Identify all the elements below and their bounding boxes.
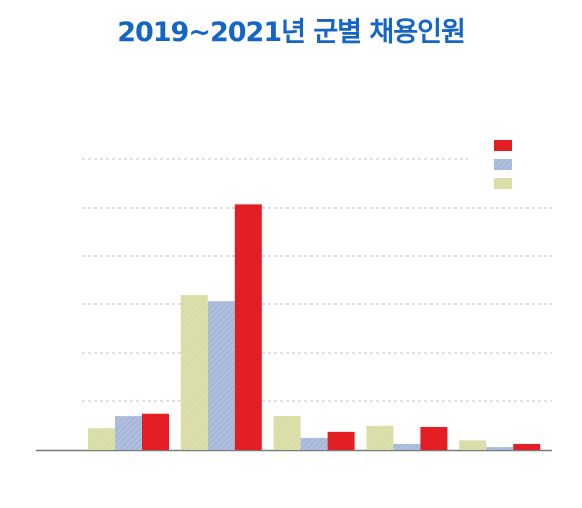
bar	[234, 204, 262, 450]
bar	[459, 440, 487, 450]
bar	[207, 301, 235, 450]
bar	[180, 295, 208, 450]
bar	[420, 427, 448, 450]
bar	[327, 431, 355, 450]
bar	[486, 447, 514, 450]
bar	[393, 443, 421, 450]
bar	[366, 425, 394, 450]
bar	[513, 443, 541, 450]
bar	[273, 416, 301, 450]
legend-swatch	[494, 159, 512, 170]
chart-title: 2019~2021년 군별 채용인원	[117, 17, 466, 48]
bar	[300, 437, 328, 450]
bar	[88, 428, 115, 450]
legend-swatch	[494, 178, 512, 189]
bar	[142, 413, 169, 450]
legend-swatch	[494, 140, 512, 151]
bar	[115, 416, 142, 450]
